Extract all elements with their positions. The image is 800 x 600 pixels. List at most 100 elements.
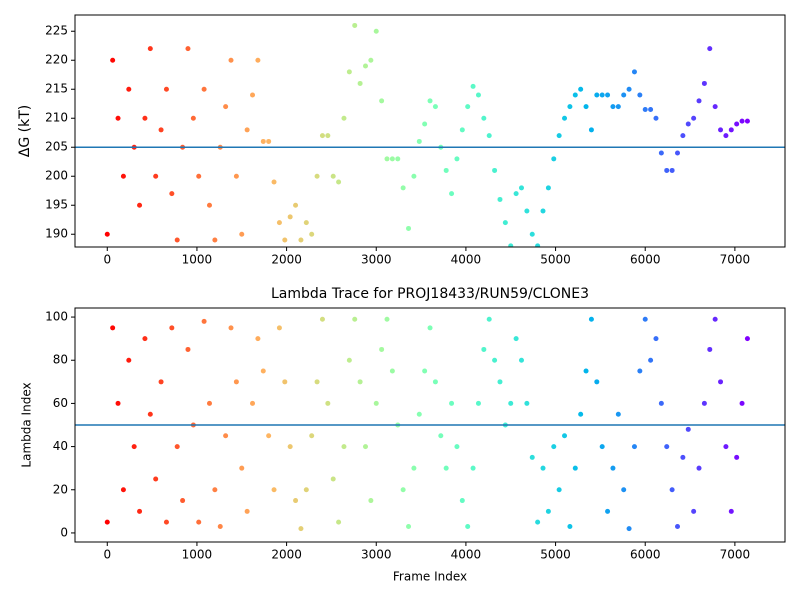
point xyxy=(696,98,702,104)
x-tick-label: 3000 xyxy=(361,253,392,267)
point xyxy=(551,156,557,162)
point xyxy=(562,433,568,439)
point xyxy=(427,98,433,104)
point xyxy=(196,173,202,179)
point xyxy=(266,138,272,144)
point xyxy=(701,400,707,406)
point xyxy=(362,63,368,69)
point xyxy=(115,400,121,406)
point xyxy=(325,400,331,406)
y-tick-label: 210 xyxy=(45,111,68,125)
point xyxy=(373,400,379,406)
point xyxy=(314,379,320,385)
point xyxy=(239,465,245,471)
point xyxy=(502,220,508,226)
point xyxy=(228,325,234,331)
point xyxy=(233,379,239,385)
point xyxy=(126,357,132,363)
y-tick-label: 205 xyxy=(45,140,68,154)
point xyxy=(594,92,600,98)
point xyxy=(137,508,143,514)
point xyxy=(605,92,611,98)
point xyxy=(691,508,697,514)
point xyxy=(223,433,229,439)
point xyxy=(147,411,153,417)
point xyxy=(637,92,643,98)
point xyxy=(163,86,169,92)
point xyxy=(508,243,514,247)
point xyxy=(223,104,229,110)
point xyxy=(206,202,212,208)
point xyxy=(389,368,395,374)
point xyxy=(486,133,492,139)
point xyxy=(190,115,196,121)
point xyxy=(696,465,702,471)
point xyxy=(648,107,654,113)
chart-title: Lambda Trace for PROJ18433/RUN59/CLONE3 xyxy=(271,286,589,302)
point xyxy=(631,444,637,450)
point xyxy=(400,185,406,191)
point xyxy=(212,487,218,493)
point xyxy=(723,133,729,139)
point xyxy=(422,368,428,374)
point xyxy=(153,173,159,179)
point xyxy=(142,115,148,121)
point xyxy=(486,316,492,322)
point xyxy=(524,400,530,406)
point xyxy=(631,69,637,75)
point xyxy=(325,133,331,139)
point xyxy=(400,487,406,493)
point xyxy=(685,121,691,127)
point xyxy=(664,167,670,173)
x-tick-label: 6000 xyxy=(630,548,661,562)
point xyxy=(250,400,256,406)
x-tick-label: 7000 xyxy=(720,548,751,562)
point xyxy=(169,325,175,331)
point xyxy=(120,173,126,179)
x-tick-label: 1000 xyxy=(182,548,213,562)
x-tick-label: 0 xyxy=(103,548,111,562)
point xyxy=(545,508,551,514)
point xyxy=(680,133,686,139)
point xyxy=(540,465,546,471)
point xyxy=(718,127,724,133)
point xyxy=(427,325,433,331)
y-tick-label: 190 xyxy=(45,227,68,241)
point xyxy=(346,357,352,363)
point xyxy=(626,526,632,532)
point xyxy=(379,346,385,352)
point xyxy=(104,231,110,237)
point xyxy=(384,316,390,322)
point xyxy=(637,368,643,374)
plot-area xyxy=(75,316,785,532)
point xyxy=(260,368,266,374)
point xyxy=(728,508,734,514)
y-tick-label: 215 xyxy=(45,82,68,96)
point xyxy=(368,57,374,63)
point xyxy=(465,104,471,110)
point xyxy=(481,346,487,352)
point xyxy=(551,444,557,450)
point xyxy=(212,237,218,243)
point xyxy=(346,69,352,75)
point xyxy=(459,127,465,133)
point xyxy=(680,454,686,460)
point xyxy=(163,519,169,525)
point xyxy=(309,231,315,237)
point xyxy=(734,121,740,127)
point xyxy=(572,465,578,471)
y-tick-label: 200 xyxy=(45,169,68,183)
point xyxy=(357,379,363,385)
point xyxy=(642,316,648,322)
point xyxy=(540,208,546,214)
point xyxy=(147,46,153,52)
point xyxy=(244,127,250,133)
point xyxy=(228,57,234,63)
point xyxy=(535,243,541,247)
x-tick-label: 3000 xyxy=(361,548,392,562)
point xyxy=(470,465,476,471)
point xyxy=(153,476,159,482)
point xyxy=(712,316,718,322)
point xyxy=(352,316,358,322)
x-tick-label: 2000 xyxy=(271,548,302,562)
